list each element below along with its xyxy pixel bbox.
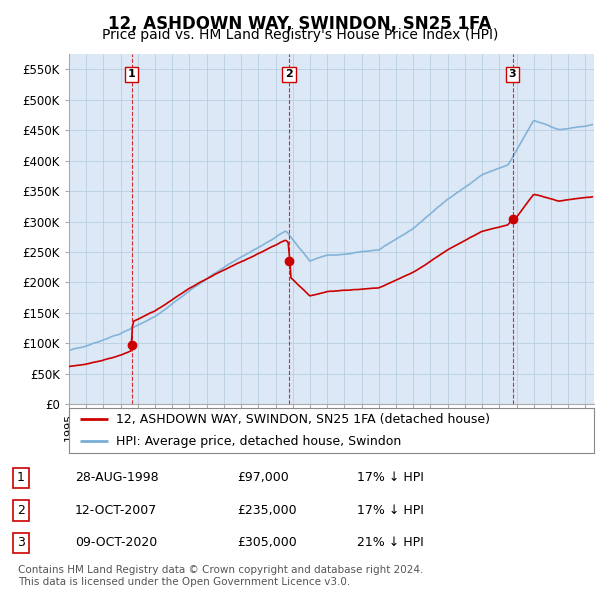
Text: 12, ASHDOWN WAY, SWINDON, SN25 1FA: 12, ASHDOWN WAY, SWINDON, SN25 1FA: [109, 15, 491, 33]
Text: Contains HM Land Registry data © Crown copyright and database right 2024.
This d: Contains HM Land Registry data © Crown c…: [18, 565, 424, 587]
Text: 28-AUG-1998: 28-AUG-1998: [75, 471, 158, 484]
Text: 09-OCT-2020: 09-OCT-2020: [75, 536, 157, 549]
Text: 3: 3: [509, 70, 517, 80]
Text: 2: 2: [17, 504, 25, 517]
Text: 21% ↓ HPI: 21% ↓ HPI: [357, 536, 424, 549]
Text: 17% ↓ HPI: 17% ↓ HPI: [357, 471, 424, 484]
Text: £235,000: £235,000: [237, 504, 296, 517]
Text: 3: 3: [17, 536, 25, 549]
Text: £305,000: £305,000: [237, 536, 297, 549]
Text: 12, ASHDOWN WAY, SWINDON, SN25 1FA (detached house): 12, ASHDOWN WAY, SWINDON, SN25 1FA (deta…: [116, 413, 490, 426]
Text: 1: 1: [128, 70, 136, 80]
Text: 12-OCT-2007: 12-OCT-2007: [75, 504, 157, 517]
Text: £97,000: £97,000: [237, 471, 289, 484]
Text: Price paid vs. HM Land Registry's House Price Index (HPI): Price paid vs. HM Land Registry's House …: [102, 28, 498, 42]
Text: HPI: Average price, detached house, Swindon: HPI: Average price, detached house, Swin…: [116, 435, 401, 448]
Text: 1: 1: [17, 471, 25, 484]
Text: 2: 2: [285, 70, 293, 80]
Text: 17% ↓ HPI: 17% ↓ HPI: [357, 504, 424, 517]
